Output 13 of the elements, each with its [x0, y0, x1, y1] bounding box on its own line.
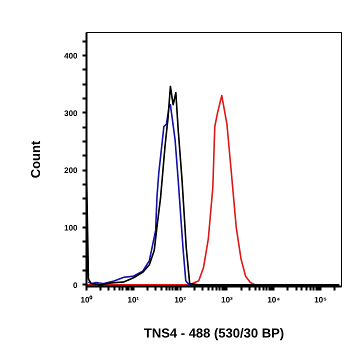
y-tick-label: 100: [64, 223, 78, 232]
x-tick-label: 10¹: [128, 296, 140, 304]
x-tick-label: 10⁵: [314, 296, 328, 304]
x-tick-label: 10⁴: [267, 296, 280, 304]
x-tick-label: 10³: [221, 296, 234, 304]
y-axis-title: Count: [28, 140, 44, 178]
y-tick-label: 0: [73, 280, 78, 290]
y-tick-label: 300: [64, 108, 78, 118]
x-tick-label: 10⁰: [80, 296, 92, 304]
y-tick-label: 200: [64, 166, 78, 176]
x-tick-label: 10²: [174, 296, 186, 304]
y-tick-label: 400: [64, 51, 78, 60]
x-axis-title: TNS4 - 488 (530/30 BP): [144, 326, 284, 340]
